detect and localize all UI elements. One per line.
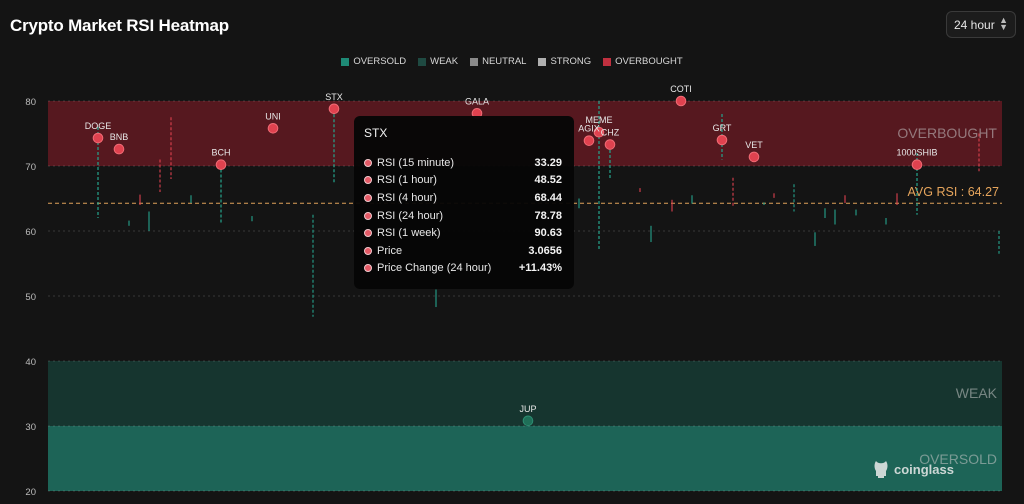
- legend-swatch: [603, 57, 612, 66]
- y-tick-label: 60: [25, 227, 36, 238]
- coin-point-uni: [267, 123, 279, 134]
- tooltip-label: RSI (24 hour): [377, 209, 444, 222]
- legend-label: WEAK: [430, 56, 459, 67]
- zone-label-weak: WEAK: [956, 385, 998, 401]
- coin-point-meme: [593, 126, 605, 138]
- tooltip-row: RSI (1 week) 90.63: [364, 224, 562, 242]
- brand-name: coinglass: [894, 461, 954, 477]
- tooltip-value: 68.44: [534, 191, 562, 204]
- coin-label-meme: MEME: [586, 115, 613, 125]
- tooltip-value: 33.29: [534, 156, 562, 169]
- coin-point-coti: [675, 95, 687, 107]
- y-tick-label: 40: [25, 357, 36, 368]
- tooltip-row: Price 3.0656: [364, 242, 562, 260]
- chevron-up-down-icon: ▲ ▼: [999, 15, 1008, 32]
- coin-label-gala: GALA: [465, 96, 489, 106]
- page-title: Crypto Market RSI Heatmap: [10, 16, 229, 35]
- tooltip-title: STX: [364, 126, 388, 140]
- legend-label: STRONG: [550, 56, 592, 67]
- y-tick-label: 80: [25, 97, 36, 108]
- coin-label-agix: AGIX: [578, 124, 600, 134]
- legend-label: NEUTRAL: [482, 56, 527, 67]
- coin-point-1000shib: [911, 159, 923, 170]
- avg-rsi-label: AVG RSI : 64.27: [908, 185, 1000, 199]
- dot-icon: [364, 246, 372, 255]
- legend-swatch: [341, 57, 350, 66]
- tooltip-label: Price: [377, 244, 403, 257]
- tooltip-label: RSI (1 hour): [377, 174, 437, 187]
- legend-item-overbought[interactable]: OVERBOUGHT: [603, 56, 683, 67]
- legend-item-weak[interactable]: WEAK: [418, 56, 458, 67]
- tooltip-label: Price Change (24 hour): [377, 262, 492, 275]
- timeframe-select[interactable]: 24 hour ▲ ▼: [946, 11, 1016, 38]
- tooltip-row: RSI (24 hour) 78.78: [364, 207, 562, 225]
- legend-item-strong[interactable]: STRONG: [538, 56, 591, 67]
- coin-label-doge: DOGE: [85, 121, 112, 131]
- coin-point-doge: [92, 132, 104, 144]
- tooltip-value: 78.78: [534, 209, 562, 222]
- timeframe-value: 24 hour: [954, 17, 995, 32]
- dot-icon: [364, 193, 372, 202]
- tooltip-row: RSI (15 minute) 33.29: [364, 154, 562, 172]
- dot-icon: [364, 264, 372, 273]
- zone-oversold: [48, 426, 1002, 491]
- tooltip-label: RSI (15 minute): [377, 156, 455, 169]
- legend-label: OVERBOUGHT: [615, 56, 683, 67]
- y-tick-label: 20: [25, 487, 36, 498]
- coin-point-vet: [748, 151, 760, 163]
- coin-label-jup: JUP: [519, 404, 536, 414]
- legend-swatch: [470, 57, 479, 66]
- tooltip-row: Price Change (24 hour) +11.43%: [364, 260, 562, 278]
- coinglass-logo-icon: [874, 461, 888, 478]
- tooltip-label: RSI (1 week): [377, 227, 441, 240]
- dot-icon: [364, 176, 372, 185]
- tooltip-row: RSI (1 hour) 48.52: [364, 172, 562, 190]
- coin-point-bnb: [113, 143, 125, 155]
- zone-label-overbought: OVERBOUGHT: [897, 125, 997, 141]
- zone-label-oversold: OVERSOLD: [919, 451, 997, 467]
- y-tick-label: 50: [25, 292, 36, 303]
- coin-label-uni: UNI: [265, 111, 281, 121]
- coin-label-bnb: BNB: [110, 132, 129, 142]
- legend-swatch: [418, 57, 427, 66]
- coin-tooltip: STX RSI (15 minute) 33.29 RSI (1 hour) 4…: [354, 116, 574, 289]
- coin-point-agix: [583, 135, 595, 146]
- coin-label-coti: COTI: [670, 84, 692, 94]
- tooltip-value: 3.0656: [528, 244, 562, 257]
- dot-icon: [364, 211, 372, 220]
- coin-label-vet: VET: [745, 140, 763, 150]
- coin-point-grt: [716, 134, 728, 146]
- coin-point-chz: [604, 139, 616, 150]
- tooltip-row: RSI (4 hour) 68.44: [364, 189, 562, 207]
- tooltip-value: 90.63: [534, 227, 562, 240]
- legend-label: OVERSOLD: [353, 56, 407, 67]
- y-tick-label: 30: [25, 422, 36, 433]
- tooltip-value: 48.52: [534, 174, 562, 187]
- coin-point-jup: [522, 415, 534, 427]
- coin-label-stx: STX: [325, 92, 343, 102]
- coin-label-chz: CHZ: [601, 128, 620, 138]
- coin-label-bch: BCH: [211, 148, 230, 158]
- zone-weak: [48, 361, 1002, 426]
- legend-swatch: [538, 57, 547, 66]
- legend-item-neutral[interactable]: NEUTRAL: [470, 56, 526, 67]
- legend: OVERSOLD WEAK NEUTRAL STRONG OVERBOUGHT: [0, 56, 1024, 67]
- coin-label-1000shib: 1000SHIB: [896, 148, 937, 158]
- dot-icon: [364, 229, 372, 238]
- dot-icon: [364, 158, 372, 167]
- coin-point-stx: [328, 103, 340, 115]
- coin-label-grt: GRT: [713, 123, 732, 133]
- coin-point-bch: [215, 159, 227, 170]
- tooltip-value: +11.43%: [518, 262, 562, 275]
- brand-watermark: coinglass: [872, 459, 954, 479]
- y-tick-label: 70: [25, 162, 36, 173]
- legend-item-oversold[interactable]: OVERSOLD: [341, 56, 406, 67]
- tooltip-label: RSI (4 hour): [377, 191, 437, 204]
